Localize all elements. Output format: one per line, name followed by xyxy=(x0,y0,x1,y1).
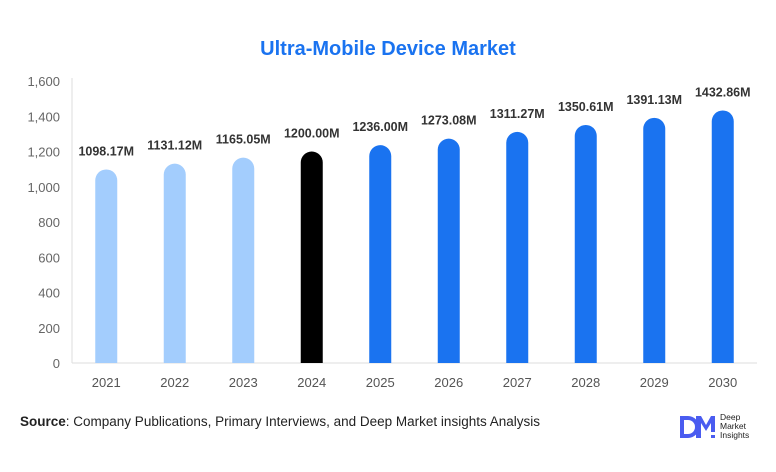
data-label: 1350.61M xyxy=(558,100,614,114)
x-tick-label: 2024 xyxy=(297,375,326,390)
logo: Deep Market Insights xyxy=(678,413,749,440)
x-tick-label: 2022 xyxy=(160,375,189,390)
x-tick-label: 2026 xyxy=(434,375,463,390)
data-label: 1165.05M xyxy=(216,133,271,147)
y-tick-label: 800 xyxy=(38,215,60,230)
bar-2029 xyxy=(643,117,666,363)
logo-line-2: Market xyxy=(720,421,746,431)
y-tick-label: 200 xyxy=(38,321,60,336)
bar-2026 xyxy=(437,138,460,363)
x-tick-label: 2025 xyxy=(366,375,395,390)
logo-line-1: Deep xyxy=(720,412,741,422)
bar-2027 xyxy=(506,131,529,363)
bar-2025 xyxy=(369,145,392,363)
y-tick-label: 1,600 xyxy=(27,74,60,89)
x-tick-label: 2030 xyxy=(708,375,737,390)
data-label: 1391.13M xyxy=(626,93,682,107)
y-tick-label: 600 xyxy=(38,250,60,265)
data-label: 1236.00M xyxy=(352,120,408,134)
x-tick-label: 2029 xyxy=(640,375,669,390)
y-tick-label: 1,400 xyxy=(27,109,60,124)
logo-line-3: Insights xyxy=(720,430,750,440)
data-label: 1200.00M xyxy=(284,127,340,141)
bar-2024 xyxy=(300,151,323,363)
y-tick-label: 1,000 xyxy=(27,180,60,195)
source-label: Source xyxy=(20,414,66,429)
source-text: : Company Publications, Primary Intervie… xyxy=(65,414,540,429)
source-note: Source: Company Publications, Primary In… xyxy=(20,414,540,429)
x-tick-label: 2028 xyxy=(571,375,600,390)
data-label: 1311.27M xyxy=(490,107,545,121)
data-label: 1273.08M xyxy=(421,114,477,128)
data-label: 1098.17M xyxy=(78,144,134,158)
bar-2023 xyxy=(232,157,255,363)
chart-title: Ultra-Mobile Device Market xyxy=(260,38,516,60)
y-tick-label: 1,200 xyxy=(27,145,60,160)
x-tick-label: 2021 xyxy=(92,375,121,390)
x-tick-label: 2023 xyxy=(229,375,258,390)
y-tick-label: 400 xyxy=(38,286,60,301)
bar-2022 xyxy=(163,163,186,363)
y-tick-label: 0 xyxy=(53,356,60,371)
bar-2021 xyxy=(95,169,118,363)
data-label: 1432.86M xyxy=(695,85,751,99)
x-tick-label: 2027 xyxy=(503,375,532,390)
data-label: 1131.12M xyxy=(147,139,202,153)
bar-2028 xyxy=(574,124,597,364)
logo-mark-icon xyxy=(680,415,715,438)
bar-2030 xyxy=(711,110,734,363)
